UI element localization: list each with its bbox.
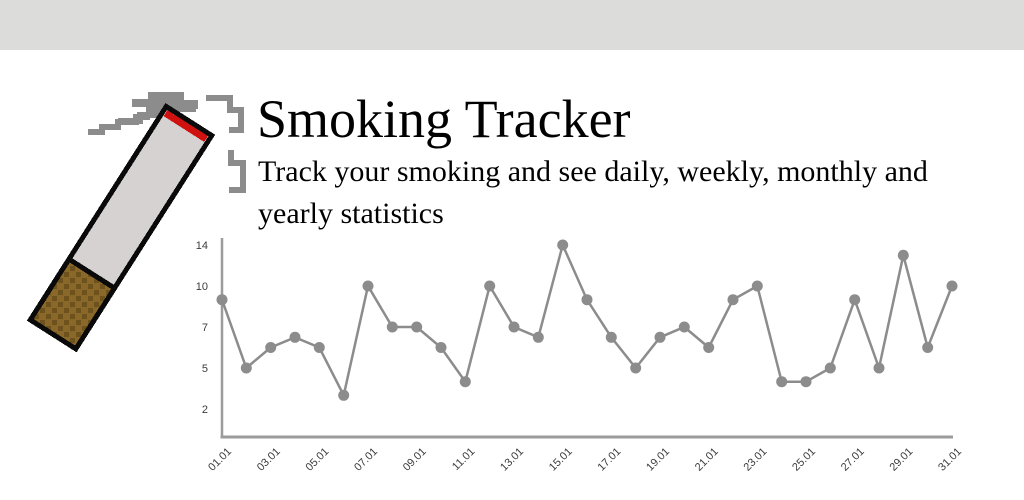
x-axis-tick-label: 21.01 — [693, 446, 721, 474]
cigarette-body — [26, 103, 216, 353]
data-point-04.01[interactable] — [289, 331, 301, 343]
x-axis-tick-label: 25.01 — [790, 446, 818, 474]
smoke-blob — [132, 92, 198, 115]
data-point-05.01[interactable] — [313, 342, 325, 353]
data-point-28.01[interactable] — [873, 362, 885, 374]
x-axis-tick-label: 03.01 — [255, 446, 283, 474]
y-axis-tick-label: 14 — [196, 240, 208, 252]
data-point-20.01[interactable] — [678, 321, 690, 333]
data-point-09.01[interactable] — [411, 321, 423, 333]
y-axis-tick-label: 2 — [202, 404, 208, 416]
cigarette-filter — [26, 255, 118, 353]
y-axis-tick-label: 5 — [202, 363, 208, 375]
x-axis-tick-label: 05.01 — [304, 446, 332, 474]
data-point-13.01[interactable] — [508, 321, 520, 333]
x-axis-tick-label: 31.01 — [936, 446, 964, 474]
data-point-08.01[interactable] — [386, 321, 398, 333]
data-point-29.01[interactable] — [897, 249, 909, 261]
x-axis-tick-label: 09.01 — [401, 446, 429, 474]
x-axis-tick-label: 19.01 — [644, 446, 672, 474]
data-point-16.01[interactable] — [581, 294, 593, 306]
data-point-15.01[interactable] — [557, 239, 569, 251]
data-point-26.01[interactable] — [824, 362, 836, 374]
data-point-19.01[interactable] — [654, 331, 666, 343]
data-point-10.01[interactable] — [435, 342, 447, 353]
x-axis-tick-label: 01.01 — [206, 446, 234, 474]
data-point-01.01[interactable] — [216, 294, 228, 306]
data-point-11.01[interactable] — [459, 376, 471, 388]
data-point-27.01[interactable] — [849, 294, 861, 306]
data-point-30.01[interactable] — [922, 342, 934, 353]
page-subtitle: Track your smoking and see daily, weekly… — [258, 155, 928, 230]
data-point-18.01[interactable] — [630, 362, 642, 374]
data-point-23.01[interactable] — [751, 280, 763, 292]
data-point-03.01[interactable] — [265, 342, 277, 353]
x-axis-tick-label: 13.01 — [498, 446, 526, 474]
data-point-02.01[interactable] — [240, 362, 252, 374]
data-point-12.01[interactable] — [484, 280, 496, 292]
x-axis-tick-label: 11.01 — [450, 446, 477, 473]
x-axis-tick-label: 29.01 — [887, 446, 915, 474]
y-axis-tick-label: 7 — [202, 322, 208, 334]
page-title: Smoking Tracker — [257, 89, 631, 149]
x-axis-tick-label: 15.01 — [547, 446, 575, 474]
window-chrome-bar — [0, 0, 1024, 50]
cigarette-ember — [163, 110, 208, 142]
data-point-21.01[interactable] — [703, 342, 715, 353]
data-point-22.01[interactable] — [727, 294, 739, 306]
x-axis-tick-label: 27.01 — [839, 446, 867, 474]
x-axis-tick-label: 17.01 — [595, 446, 623, 474]
chart-line — [220, 241, 954, 399]
data-point-25.01[interactable] — [800, 376, 812, 388]
data-point-14.01[interactable] — [532, 331, 544, 343]
data-point-06.01[interactable] — [338, 389, 350, 401]
x-axis-tick-label: 07.01 — [352, 446, 380, 474]
data-point-31.01[interactable] — [946, 280, 958, 292]
data-point-24.01[interactable] — [776, 376, 788, 388]
data-point-07.01[interactable] — [362, 280, 374, 292]
data-point-17.01[interactable] — [605, 331, 617, 343]
x-axis-tick-label: 23.01 — [741, 446, 769, 474]
y-axis-tick-label: 10 — [196, 281, 208, 293]
